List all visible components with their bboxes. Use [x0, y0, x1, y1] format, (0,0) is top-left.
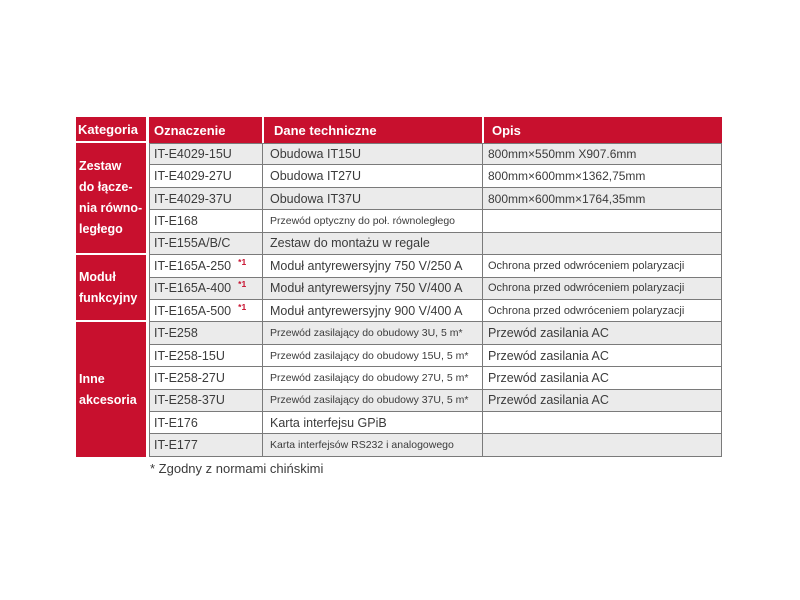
row-code: IT-E168	[149, 210, 262, 233]
row-opis: Ochrona przed odwróceniem polaryzacji	[482, 277, 722, 300]
row-tech: Obudowa IT27U	[262, 165, 482, 188]
code-text: IT-E165A-400	[154, 281, 232, 296]
code-text: IT-E4029-27U	[154, 169, 232, 184]
code-text: IT-E168	[154, 213, 198, 228]
row-opis: 800mm×550mm X907.6mm	[482, 143, 722, 166]
row-opis: Przewód zasilania AC	[482, 322, 722, 345]
code-text: IT-E258-37U	[154, 393, 225, 408]
row-opis: Przewód zasilania AC	[482, 344, 722, 368]
row-code: IT-E177	[149, 434, 262, 457]
row-tech: Przewód zasilający do obudowy 37U, 5 m*	[262, 389, 482, 413]
row-opis: Przewód zasilania AC	[482, 367, 722, 390]
header-cell-oznaczenie: Oznaczenie	[149, 117, 262, 143]
row-opis: Ochrona przed odwróceniem polaryzacji	[482, 255, 722, 278]
row-code: IT-E176	[149, 412, 262, 435]
category-cell-zestaw: Zestaw do łącze- nia równo- ległego	[76, 143, 146, 256]
row-code: IT-E165A-400 *1	[149, 277, 262, 300]
header-cell-dane-techniczne: Dane techniczne	[262, 117, 482, 143]
row-code: IT-E258	[149, 322, 262, 345]
category-cell-modul-funkcyjny: Moduł funkcyjny	[76, 255, 146, 323]
row-tech: Przewód zasilający do obudowy 27U, 5 m*	[262, 367, 482, 390]
row-opis: Ochrona przed odwróceniem polaryzacji	[482, 299, 722, 323]
row-code: IT-E258-37U	[149, 389, 262, 413]
row-tech: Moduł antyrewersyjny 750 V/400 A	[262, 277, 482, 300]
code-text: IT-E165A-500	[154, 303, 232, 318]
code-text: IT-E258-15U	[154, 348, 225, 363]
row-opis: 800mm×600mm×1362,75mm	[482, 165, 722, 188]
code-text: IT-E4029-15U	[154, 147, 232, 162]
code-text: IT-E258-27U	[154, 370, 225, 385]
row-tech: Przewód zasilający do obudowy 15U, 5 m*	[262, 344, 482, 368]
row-tech: Przewód optyczny do poł. równoległego	[262, 210, 482, 233]
row-code: IT-E165A-500 *1	[149, 299, 262, 323]
row-tech: Karta interfejsu GPiB	[262, 412, 482, 435]
table-footnote: * Zgodny z normami chińskimi	[150, 461, 324, 476]
row-opis: Przewód zasilania AC	[482, 389, 722, 413]
row-code: IT-E4029-15U	[149, 143, 262, 166]
row-opis	[482, 210, 722, 233]
row-code: IT-E258-27U	[149, 367, 262, 390]
row-tech: Przewód zasilający do obudowy 3U, 5 m*	[262, 322, 482, 345]
header-cell-opis: Opis	[482, 117, 722, 143]
row-tech: Obudowa IT37U	[262, 187, 482, 211]
code-text: IT-E177	[154, 438, 198, 453]
row-opis	[482, 434, 722, 457]
code-text: IT-E165A-250	[154, 258, 232, 273]
code-text: IT-E4029-37U	[154, 191, 232, 206]
row-code: IT-E4029-37U	[149, 187, 262, 211]
code-text: IT-E176	[154, 415, 198, 430]
row-tech: Moduł antyrewersyjny 750 V/250 A	[262, 255, 482, 278]
row-opis	[482, 412, 722, 435]
row-tech: Karta interfejsów RS232 i analogowego	[262, 434, 482, 457]
footnote-ref: *1	[238, 301, 247, 312]
footnote-ref: *1	[238, 279, 247, 290]
row-tech: Obudowa IT15U	[262, 143, 482, 166]
row-code: IT-E258-15U	[149, 344, 262, 368]
footnote-ref: *1	[238, 256, 247, 267]
row-code: IT-E155A/B/C	[149, 232, 262, 256]
row-opis	[482, 232, 722, 256]
spec-table: Kategoria Oznaczenie Dane techniczne Opi…	[76, 117, 722, 457]
category-cell-inne-akcesoria: Inne akcesoria	[76, 322, 146, 457]
header-cell-kategoria: Kategoria	[76, 117, 146, 143]
row-tech: Moduł antyrewersyjny 900 V/400 A	[262, 299, 482, 323]
row-opis: 800mm×600mm×1764,35mm	[482, 187, 722, 211]
row-tech: Zestaw do montażu w regale	[262, 232, 482, 256]
code-text: IT-E258	[154, 326, 198, 341]
row-code: IT-E165A-250 *1	[149, 255, 262, 278]
code-text: IT-E155A/B/C	[154, 236, 231, 251]
row-code: IT-E4029-27U	[149, 165, 262, 188]
